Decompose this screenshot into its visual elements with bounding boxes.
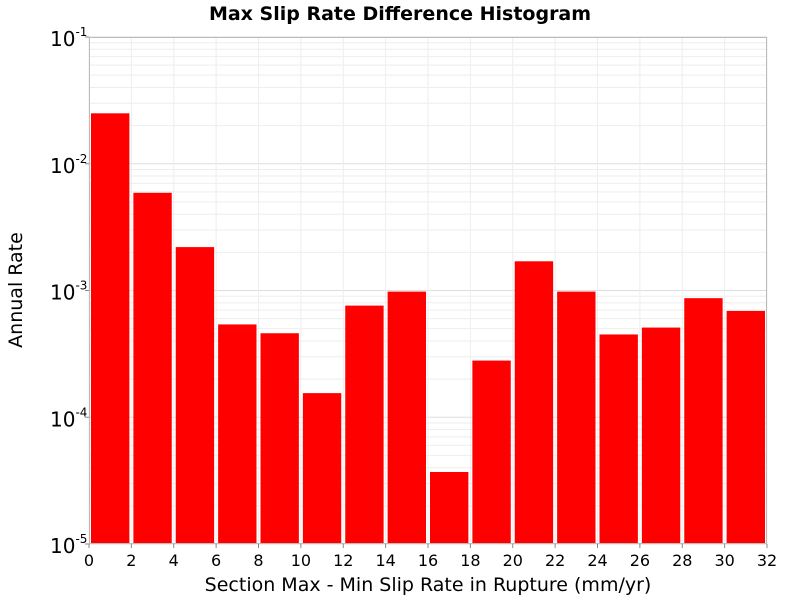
histogram-bar	[218, 324, 257, 544]
y-tick-label: 10-2	[50, 152, 87, 178]
x-tick-label: 30	[714, 551, 734, 570]
x-axis-ticks: 0 2 4 6 8 10 12 14 16 18 20 22 24 26 28 30 32	[84, 544, 777, 570]
x-tick-label: 20	[503, 551, 523, 570]
x-tick-label: 22	[545, 551, 565, 570]
y-tick-exponent: -1	[75, 25, 87, 39]
y-tick-label: 10-3	[50, 279, 87, 305]
histogram-bar	[430, 471, 469, 544]
histogram-bar	[260, 333, 299, 544]
x-tick-label: 0	[84, 551, 94, 570]
histogram-bar	[684, 298, 723, 544]
x-tick-label: 24	[587, 551, 607, 570]
histogram-bar	[345, 305, 384, 544]
histogram-bar	[726, 310, 765, 544]
x-tick-label: 2	[126, 551, 136, 570]
histogram-bar	[599, 334, 638, 544]
bars	[91, 113, 765, 545]
histogram-bar	[514, 261, 554, 544]
histogram-bar	[302, 393, 342, 544]
histogram-bar	[175, 247, 215, 544]
x-tick-label: 26	[630, 551, 650, 570]
y-axis-ticks: 10-5 10-4 10-3 10-2 10-1	[50, 25, 89, 558]
y-axis-label: Annual Rate	[5, 232, 27, 348]
y-tick-exponent: -4	[75, 405, 87, 419]
x-tick-label: 32	[757, 551, 777, 570]
y-tick-exponent: -3	[75, 279, 87, 293]
x-tick-label: 4	[169, 551, 179, 570]
chart-title: Max Slip Rate Difference Histogram	[209, 3, 591, 25]
plot-frame	[89, 37, 767, 544]
x-tick-label: 6	[211, 551, 221, 570]
histogram-bar	[557, 291, 596, 544]
y-tick-label: 10-5	[50, 532, 87, 558]
x-tick-label: 16	[418, 551, 438, 570]
x-tick-label: 14	[375, 551, 395, 570]
y-tick-label: 10-1	[50, 25, 87, 51]
x-tick-label: 18	[460, 551, 480, 570]
x-axis-label: Section Max - Min Slip Rate in Rupture (…	[205, 574, 652, 596]
x-tick-label: 8	[253, 551, 263, 570]
histogram-bar	[641, 327, 681, 544]
y-tick-exponent: -2	[75, 152, 87, 166]
histogram-bar	[472, 360, 511, 544]
x-tick-label: 10	[291, 551, 311, 570]
x-tick-label: 28	[672, 551, 692, 570]
histogram-bar	[387, 291, 426, 544]
x-tick-label: 12	[333, 551, 353, 570]
histogram-bar	[91, 113, 130, 545]
histogram-bar	[133, 192, 172, 545]
y-tick-label: 10-4	[50, 405, 87, 431]
y-tick-exponent: -5	[75, 532, 87, 546]
